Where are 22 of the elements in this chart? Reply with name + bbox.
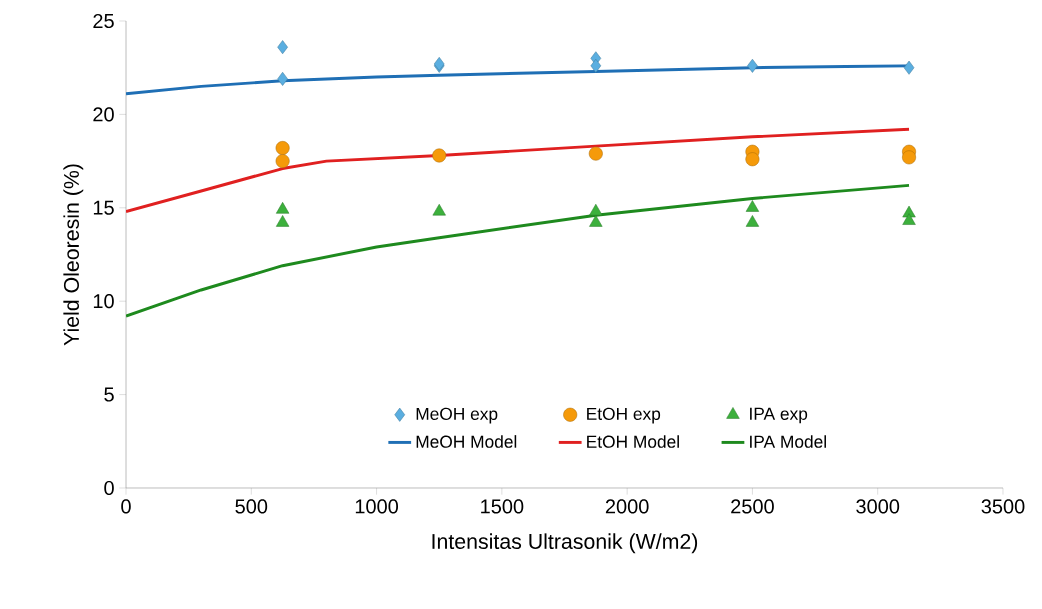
y-tick-label: 5 — [104, 387, 114, 402]
x-tick-label: 2000 — [605, 499, 649, 514]
x-axis-title: Intensitas Ultrasonik (W/m2) — [432, 533, 698, 554]
y-tick-label: 0 — [104, 480, 114, 496]
y-tick-label: 25 — [93, 13, 114, 29]
x-tick-label: 3000 — [856, 499, 900, 514]
legend-label: EtOH exp — [587, 407, 661, 424]
x-tick-label: 0 — [121, 499, 131, 514]
y-axis-title: Yield Oleoresin (%) — [63, 164, 84, 346]
y-tick-label: 15 — [93, 200, 114, 215]
x-tick-label: 2500 — [731, 499, 774, 514]
legend-label: MeOH Model — [416, 435, 517, 448]
legend-label: EtOH Model — [587, 435, 679, 448]
y-tick-label: 10 — [93, 294, 114, 309]
x-tick-label: 3500 — [981, 499, 1025, 514]
y-tick-label: 20 — [93, 107, 114, 122]
x-tick-label: 500 — [235, 499, 268, 514]
x-tick-label: 1000 — [355, 499, 399, 514]
legend-label: MeOH exp — [416, 407, 498, 424]
legend-label: IPA Model — [750, 435, 826, 448]
legend-label: IPA exp — [750, 407, 808, 424]
x-tick-label: 1500 — [481, 499, 524, 514]
